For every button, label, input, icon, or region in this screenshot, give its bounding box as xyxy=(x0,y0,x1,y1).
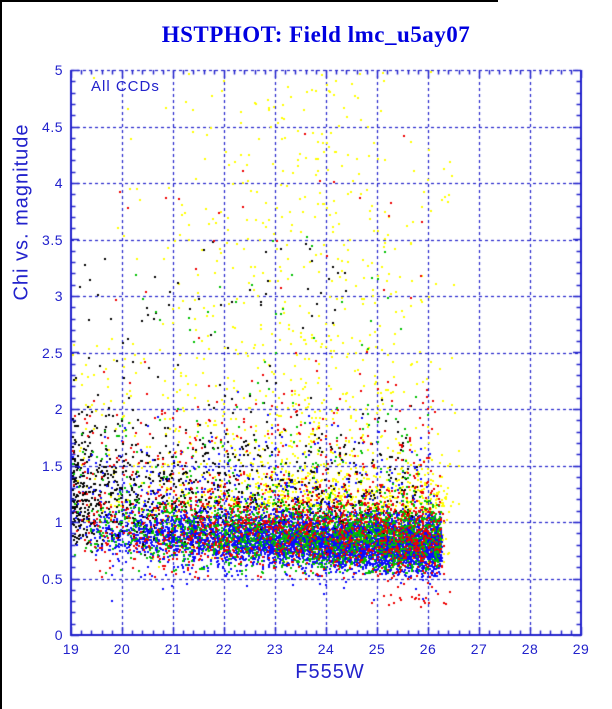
y-tick-label: 4.5 xyxy=(42,118,63,135)
x-tick-label: 28 xyxy=(521,641,539,657)
x-tick-label: 22 xyxy=(215,641,233,657)
x-tick-label: 24 xyxy=(317,641,335,657)
y-tick-label: 1 xyxy=(54,514,63,530)
x-tick-label: 20 xyxy=(113,641,131,657)
x-tick-label: 25 xyxy=(368,641,386,657)
y-tick-label: 5 xyxy=(54,62,63,78)
x-tick-label: 27 xyxy=(470,641,488,657)
y-tick-label: 2 xyxy=(54,401,63,417)
x-axis-title: F555W xyxy=(295,661,365,683)
y-tick-label: 3.5 xyxy=(42,231,63,248)
y-tick-label: 0.5 xyxy=(42,570,63,587)
plot-annotation: All CCDs xyxy=(91,78,160,95)
y-tick-label: 2.5 xyxy=(42,344,63,361)
x-tick-label: 26 xyxy=(419,641,437,657)
x-tick-label: 19 xyxy=(62,641,80,657)
y-tick-label: 1.5 xyxy=(42,457,63,474)
x-tick-label: 29 xyxy=(572,641,590,657)
y-tick-label: 4 xyxy=(54,175,63,191)
y-tick-label: 3 xyxy=(54,288,63,304)
x-tick-label: 23 xyxy=(266,641,284,657)
x-tick-label: 21 xyxy=(164,641,182,657)
y-tick-label: 0 xyxy=(54,627,63,643)
